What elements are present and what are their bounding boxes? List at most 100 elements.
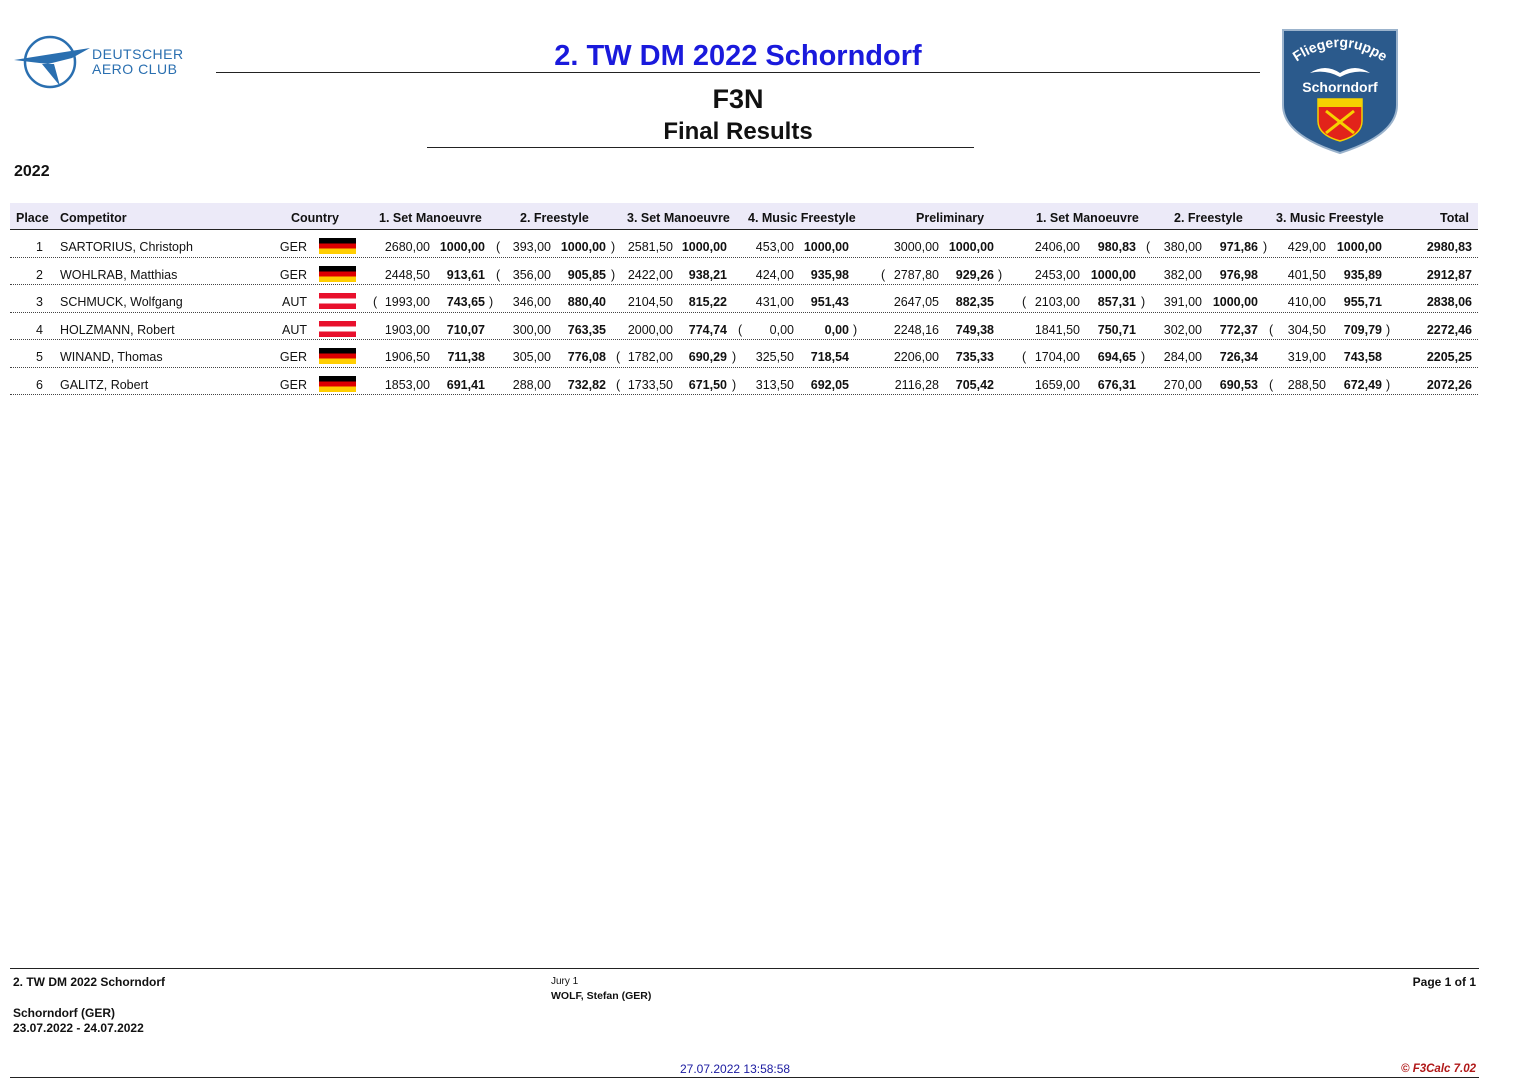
germany-flag-icon — [319, 348, 356, 364]
cell-place: 5 — [36, 350, 43, 364]
cell-competitor: SCHMUCK, Wolfgang — [60, 295, 183, 309]
cell-f3-raw: 401,50 — [1287, 267, 1326, 282]
cell-pre-raw: 2787,80 — [893, 267, 939, 282]
results-table: Place Competitor Country 1. Set Manoeuvr… — [10, 203, 1478, 395]
cell-f1-raw: 2406,00 — [1034, 240, 1080, 254]
table-row: 4 HOLZMANN, Robert AUT 1903,00 710,07 300,00 7… — [10, 313, 1478, 340]
cell-pre-raw: 2647,05 — [893, 295, 939, 309]
cell-r2-score: 905,85 — [567, 267, 606, 282]
austria-flag-icon — [319, 320, 356, 337]
cell-r4-score: 718,54 — [810, 350, 849, 364]
table-header: Place Competitor Country 1. Set Manoeuvr… — [10, 203, 1478, 230]
discard-paren-close: ) — [489, 295, 494, 309]
discard-paren-open: ( — [1022, 350, 1027, 364]
cell-r4-raw: 453,00 — [755, 240, 794, 254]
cell-country: GER — [279, 267, 307, 282]
cell-r4-score: 1000,00 — [803, 240, 849, 254]
cell-f2-score: 976,98 — [1219, 267, 1258, 282]
col-competitor: Competitor — [60, 211, 127, 225]
discard-paren-close: ) — [611, 267, 616, 282]
cell-r2-raw: 305,00 — [512, 350, 551, 364]
cell-f2-raw: 270,00 — [1163, 377, 1202, 392]
dac-logo — [14, 35, 90, 89]
cell-f3-score: 1000,00 — [1336, 240, 1382, 254]
cell-total: 2838,06 — [1426, 295, 1472, 309]
cell-r3-score: 815,22 — [688, 295, 727, 309]
cell-total: 2912,87 — [1426, 267, 1472, 282]
cell-r2-score: 732,82 — [567, 377, 606, 392]
cell-r2-raw: 393,00 — [512, 240, 551, 254]
cell-total: 2205,25 — [1426, 350, 1472, 364]
page-number: Page 1 of 1 — [1412, 975, 1476, 989]
discard-paren-close: ) — [853, 322, 858, 337]
cell-country: GER — [279, 377, 307, 392]
discard-paren-open: ( — [1146, 240, 1151, 254]
cell-pre-score: 1000,00 — [948, 240, 994, 254]
cell-f2-score: 726,34 — [1219, 350, 1258, 364]
cell-pre-score: 705,42 — [955, 377, 994, 392]
cell-f1-score: 676,31 — [1097, 377, 1136, 392]
col-round3: 3. Set Manoeuvre — [627, 211, 730, 225]
cell-r3-raw: 2581,50 — [627, 240, 673, 254]
cell-r1-score: 691,41 — [446, 377, 485, 392]
cell-f3-score: 955,71 — [1343, 295, 1382, 309]
cell-r1-raw: 1853,00 — [384, 377, 430, 392]
discard-paren-open: ( — [616, 377, 621, 392]
cell-r1-raw: 1903,00 — [384, 322, 430, 337]
cell-competitor: WOHLRAB, Matthias — [60, 267, 178, 282]
cell-r1-score: 711,38 — [447, 350, 485, 364]
cell-country: GER — [279, 240, 307, 254]
cell-f3-raw: 304,50 — [1287, 322, 1326, 337]
discard-paren-close: ) — [611, 240, 616, 254]
cell-f2-score: 1000,00 — [1212, 295, 1258, 309]
discard-paren-close: ) — [732, 350, 737, 364]
germany-flag-icon — [319, 238, 356, 254]
title-rule — [216, 72, 1260, 73]
cell-f1-raw: 2103,00 — [1034, 295, 1080, 309]
cell-r3-score: 1000,00 — [681, 240, 727, 254]
cell-r1-score: 743,65 — [446, 295, 485, 309]
subtitle-rule — [427, 147, 974, 148]
discard-paren-open: ( — [1269, 377, 1274, 392]
cell-f2-raw: 380,00 — [1163, 240, 1202, 254]
table-row: 5 WINAND, Thomas GER 1906,50 711,38 305,00 776… — [10, 340, 1478, 368]
cell-r4-raw: 0,00 — [769, 322, 794, 337]
col-final1: 1. Set Manoeuvre — [1036, 211, 1139, 225]
discard-paren-close: ) — [998, 267, 1003, 282]
cell-country: AUT — [282, 322, 307, 337]
cell-r2-raw: 346,00 — [512, 295, 551, 309]
footer-jury-name: WOLF, Stefan (GER) — [551, 990, 652, 1002]
discard-paren-open: ( — [1022, 295, 1027, 309]
col-round4: 4. Music Freestyle — [748, 211, 856, 225]
discard-paren-close: ) — [1386, 377, 1391, 392]
class-title: F3N — [712, 84, 764, 114]
cell-f1-score: 980,83 — [1097, 240, 1136, 254]
cell-r4-raw: 424,00 — [755, 267, 794, 282]
cell-f2-raw: 302,00 — [1163, 322, 1202, 337]
discard-paren-close: ) — [1141, 350, 1146, 364]
discard-paren-open: ( — [881, 267, 886, 282]
cell-total: 2072,26 — [1426, 377, 1472, 392]
cell-pre-raw: 3000,00 — [893, 240, 939, 254]
cell-r1-score: 913,61 — [446, 267, 485, 282]
cell-r4-score: 0,00 — [824, 322, 849, 337]
cell-country: AUT — [282, 295, 307, 309]
cell-place: 2 — [36, 267, 43, 282]
col-final2: 2. Freestyle — [1174, 211, 1243, 225]
cell-f3-score: 935,89 — [1343, 267, 1382, 282]
cell-f2-score: 772,37 — [1219, 322, 1258, 337]
col-country: Country — [291, 211, 339, 225]
results-subtitle: Final Results — [663, 118, 813, 145]
footer-event: 2. TW DM 2022 Schorndorf — [13, 975, 166, 989]
season-year: 2022 — [14, 163, 50, 180]
cell-r1-raw: 1906,50 — [384, 350, 430, 364]
cell-place: 6 — [36, 377, 43, 392]
cell-r1-raw: 1993,00 — [384, 295, 430, 309]
cell-f1-score: 857,31 — [1097, 295, 1136, 309]
cell-f1-raw: 2453,00 — [1034, 267, 1080, 282]
cell-r2-raw: 356,00 — [512, 267, 551, 282]
footer-location: Schorndorf (GER) — [13, 1006, 115, 1020]
cell-competitor: HOLZMANN, Robert — [60, 322, 175, 337]
cell-r3-score: 774,74 — [688, 322, 727, 337]
col-total: Total — [1440, 211, 1469, 225]
